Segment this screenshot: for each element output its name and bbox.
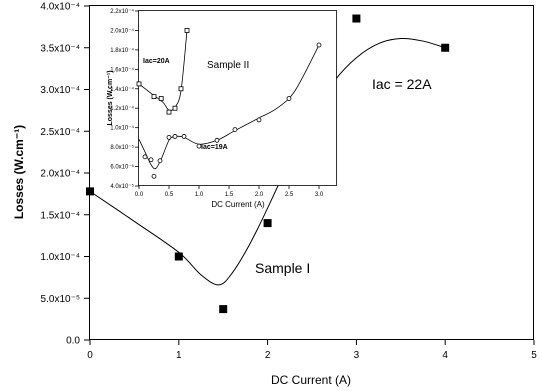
inset-y-tick-label: 1.0x10⁻⁴ (110, 125, 134, 132)
inset-y-tick-label: 1.4x10⁻⁴ (110, 86, 134, 93)
inset-x-axis-label: DC Current (A) (211, 200, 265, 209)
main-y-axis-label: Losses (W.cm⁻¹) (12, 125, 26, 219)
inset-annotation-iac19: Iac=19A (201, 144, 228, 151)
inset-data-point-circle (151, 173, 157, 179)
main-data-points (86, 14, 450, 314)
main-y-tick-label: 1.5x10⁻⁴ (40, 210, 80, 221)
inset-plot: 0.0 0.5 1.0 1.5 2.0 2.5 3.0 4.0x10⁻⁵ 6.0x10⁻⁵ 8.… (107, 8, 337, 209)
main-data-point (441, 43, 450, 52)
inset-data-points (136, 28, 322, 179)
inset-plot-frame (138, 10, 337, 186)
inset-data-point-circle (166, 134, 172, 140)
main-x-tick-label: 4 (442, 350, 448, 361)
main-data-point (352, 14, 361, 23)
inset-x-ticks: 0.0 0.5 1.0 1.5 2.0 2.5 3.0 (135, 186, 324, 198)
inset-data-point-square (158, 96, 164, 101)
inset-data-point-square (166, 109, 172, 115)
main-y-tick-label: 1.0x10⁻⁴ (40, 252, 80, 263)
inset-data-point-square (136, 81, 142, 87)
inset-data-point-circle (256, 117, 262, 123)
inset-data-point-square (172, 105, 178, 111)
inset-x-tick-label: 3.0 (315, 192, 324, 198)
inset-data-point-circle (157, 158, 163, 164)
main-annotation-iac22: Iac = 22A (372, 76, 432, 92)
inset-data-point-circle (196, 143, 202, 149)
inset-y-ticks: 4.0x10⁻⁵ 6.0x10⁻⁵ 8.0x10⁻⁵ 1.0x10⁻⁴ 1.2x10⁻⁴… (110, 8, 139, 190)
main-x-axis-label: DC Current (A) (271, 373, 351, 387)
main-data-point (219, 305, 228, 314)
main-annotation-sample-i: Sample I (255, 260, 310, 276)
inset-y-tick-label: 2.2x10⁻⁴ (110, 8, 134, 15)
main-y-tick-label: 4.0x10⁻⁴ (40, 2, 80, 13)
inset-y-tick-label: 8.0x10⁻⁵ (110, 144, 134, 151)
inset-x-tick-label: 0.5 (165, 192, 174, 198)
inset-data-point-square (184, 28, 190, 33)
inset-x-tick-label: 1.0 (195, 192, 204, 198)
main-x-tick-label: 3 (354, 350, 360, 361)
main-y-tick-label: 5.0x10⁻⁵ (41, 294, 80, 305)
main-x-tick-label: 5 (531, 350, 537, 361)
inset-x-tick-label: 2.0 (255, 192, 264, 198)
inset-data-point-circle (181, 134, 187, 139)
main-data-point (86, 187, 94, 196)
inset-annotation-sample-ii: Sample II (207, 60, 249, 71)
main-data-point (174, 252, 183, 261)
main-y-tick-label: 3.5x10⁻⁴ (40, 43, 80, 54)
inset-x-tick-label: 0.0 (135, 192, 144, 198)
main-x-tick-label: 2 (265, 350, 271, 361)
inset-annotation-iac20: Iac=20A (143, 58, 170, 65)
main-y-tick-label: 2.5x10⁻⁴ (40, 127, 80, 138)
inset-data-point-circle (142, 154, 148, 160)
inset-y-tick-label: 1.6x10⁻⁴ (110, 66, 134, 73)
inset-data-point-circle (148, 157, 154, 163)
inset-data-point-square (178, 86, 184, 92)
main-x-tick-label: 1 (176, 350, 182, 361)
main-y-tick-label: 3.0x10⁻⁴ (40, 85, 80, 96)
inset-y-tick-label: 2.0x10⁻⁴ (110, 27, 134, 34)
inset-y-tick-label: 6.0x10⁻⁵ (110, 164, 134, 171)
inset-x-tick-label: 1.5 (225, 192, 234, 198)
inset-data-point-circle (172, 134, 178, 139)
inset-y-axis-label: Losses (W.cm⁻¹) (107, 70, 114, 125)
main-x-tick-label: 0 (87, 350, 93, 361)
inset-y-tick-label: 1.8x10⁻⁴ (110, 47, 134, 54)
main-y-tick-label: 2.0x10⁻⁴ (40, 169, 80, 180)
main-y-tick-label: 0.0 (66, 336, 80, 347)
inset-y-tick-label: 1.2x10⁻⁴ (110, 105, 134, 112)
main-x-ticks: 0 1 2 3 4 5 (87, 340, 537, 361)
inset-data-point-circle (316, 42, 322, 48)
main-data-point (263, 219, 272, 228)
inset-data-point-square (151, 94, 157, 99)
inset-data-point-circle (286, 96, 292, 101)
inset-y-tick-label: 4.0x10⁻⁵ (110, 183, 134, 190)
inset-data-point-circle (232, 127, 238, 133)
main-y-ticks: 0.0 5.0x10⁻⁵ 1.0x10⁻⁴ 1.5x10⁻⁴ 2.0x10⁻⁴ 2.5x1… (40, 2, 90, 347)
inset-data-point-circle (214, 137, 220, 143)
inset-x-tick-label: 2.5 (285, 192, 294, 198)
